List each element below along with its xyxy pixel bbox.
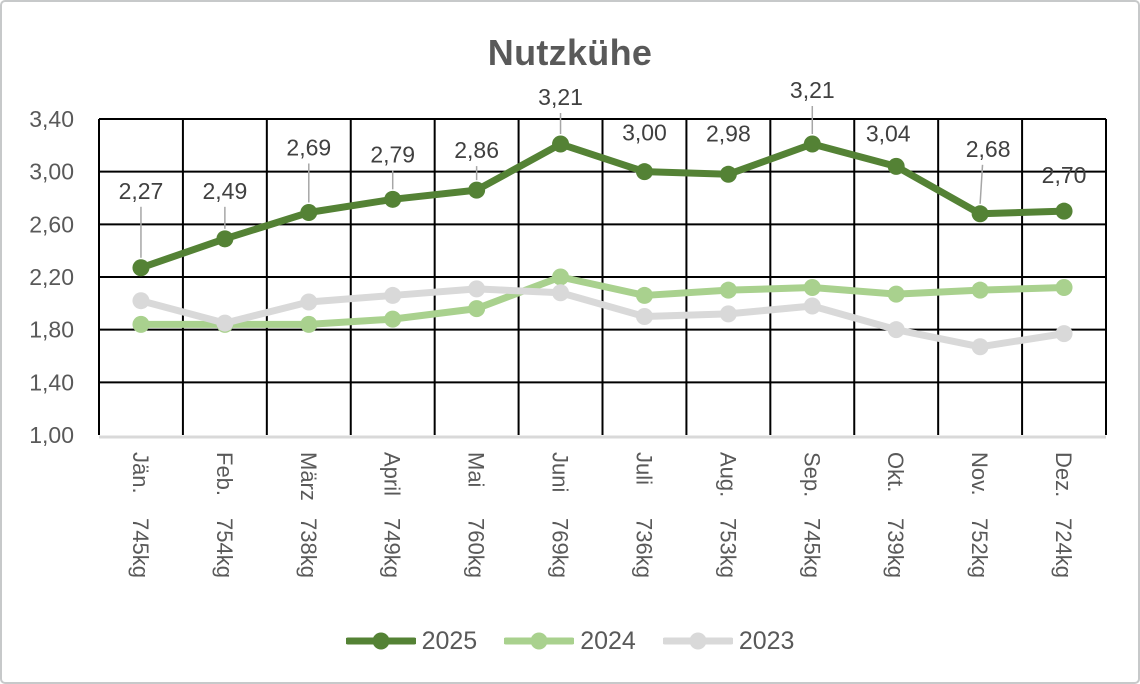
legend-item-2024: 2024 [504,627,636,656]
data-point-2023 [468,280,486,298]
legend-dot-marker [530,632,548,650]
y-tick-label: 1,80 [29,317,74,343]
x-tick-label: Juni769kg [548,452,573,578]
data-point-2025 [552,135,570,153]
data-point-2024 [132,315,150,333]
legend-swatch-2024 [504,632,575,650]
legend-swatch-2023 [662,632,733,650]
data-label: 2,98 [706,120,751,146]
x-tick-label: Aug.753kg [716,452,741,578]
y-tick-label: 2,60 [29,211,74,237]
data-label: 2,27 [119,178,164,204]
x-tick-label: März738kg [296,452,321,578]
data-label: 2,68 [966,136,1011,162]
chart-title: Nutzkühe [487,32,653,73]
data-point-2024 [635,286,653,304]
x-tick-label: Dez.724kg [1052,452,1077,578]
data-label: 3,21 [790,77,835,103]
data-point-2024 [971,281,989,299]
data-point-2025 [1055,202,1073,220]
data-point-2025 [887,157,905,175]
data-point-2023 [552,284,570,302]
data-point-2025 [971,205,989,223]
data-point-2023 [132,292,150,310]
x-tick-label: Juli736kg [632,452,657,578]
data-point-2024 [300,315,318,333]
x-tick-label: Jän.745kg [128,452,153,578]
data-label: 2,69 [286,134,331,160]
data-point-2025 [384,190,402,208]
y-tick-label: 2,20 [29,264,74,290]
data-point-2025 [635,163,653,181]
x-tick-label: Okt.739kg [884,452,909,578]
series-line-2025 [137,140,1068,272]
x-tick-label: Nov.752kg [968,452,993,578]
legend-item-2025: 2025 [345,626,478,656]
data-point-2025 [216,230,234,248]
legend-swatch-2025 [345,632,416,650]
data-point-2025 [719,165,737,183]
legend-dot-marker [689,632,707,650]
data-point-2024 [719,281,737,299]
data-point-2023 [216,314,234,332]
y-tick-label: 3,40 [29,106,74,132]
data-label: 2,86 [454,137,499,163]
data-point-2024 [552,268,570,286]
x-tick-label: April749kg [380,452,405,578]
legend-dot-marker [372,632,390,650]
x-tick-label: Mai760kg [464,452,489,578]
data-point-2023 [384,286,402,304]
data-point-2023 [887,321,905,339]
legend-item-2023: 2023 [662,626,795,656]
data-point-2023 [719,305,737,323]
data-label: 2,49 [202,178,247,204]
y-tick-label: 3,00 [29,159,74,185]
data-point-2024 [803,279,821,297]
y-tick-label: 1,40 [29,369,74,395]
data-label: 2,70 [1042,162,1087,188]
data-point-2024 [1055,279,1073,297]
chart-legend: 2025 2024 2023 [2,622,1138,660]
legend-label: 2023 [738,626,795,655]
data-point-2025 [300,203,318,221]
x-tick-label: Sep.745kg [800,452,825,578]
series-line-2024 [137,273,1068,328]
data-point-2024 [887,285,905,303]
data-point-2025 [803,135,821,153]
data-label: 3,04 [866,120,911,146]
data-label: 3,00 [622,120,667,146]
series-line-2023 [137,285,1068,351]
data-point-2024 [384,310,402,328]
data-label: 3,21 [538,84,583,110]
legend-label: 2025 [421,626,478,655]
data-point-2023 [803,297,821,315]
data-point-2023 [971,338,989,356]
data-point-2023 [1055,325,1073,343]
data-point-2025 [468,181,486,199]
y-tick-label: 1,00 [29,422,74,448]
x-tick-label: Feb.754kg [212,452,237,578]
data-point-2023 [300,293,318,311]
data-label-leader-line [979,164,984,204]
legend-label: 2024 [580,626,636,655]
data-point-2024 [468,300,486,318]
data-point-2023 [635,308,653,325]
data-point-2025 [132,259,150,277]
data-label: 2,79 [370,141,415,167]
